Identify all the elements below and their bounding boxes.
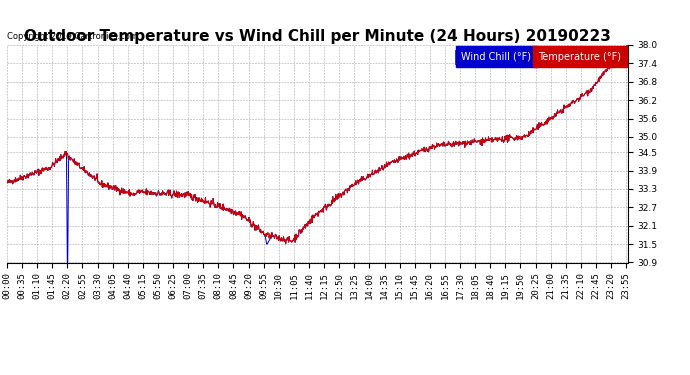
Legend: Wind Chill (°F), Temperature (°F): Wind Chill (°F), Temperature (°F)	[455, 50, 623, 64]
Text: Copyright 2019 Cartronics.com: Copyright 2019 Cartronics.com	[7, 32, 138, 40]
Title: Outdoor Temperature vs Wind Chill per Minute (24 Hours) 20190223: Outdoor Temperature vs Wind Chill per Mi…	[24, 29, 611, 44]
